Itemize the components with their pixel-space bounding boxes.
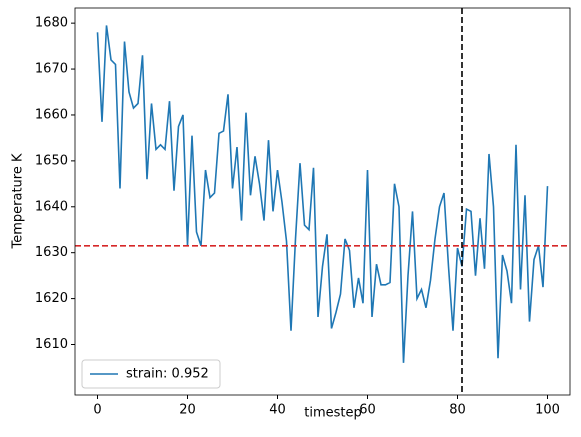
legend-label: strain: 0.952: [126, 367, 209, 382]
y-tick-label: 1630: [35, 245, 68, 260]
x-tick-label: 40: [269, 403, 286, 418]
x-tick-label: 100: [535, 403, 560, 418]
y-tick-label: 1620: [35, 291, 68, 306]
legend-box: [81, 359, 221, 389]
y-tick-label: 1660: [35, 107, 68, 122]
plot-frame: [74, 7, 571, 396]
x-tick-label: 0: [93, 403, 101, 418]
y-tick-label: 1650: [35, 153, 68, 168]
y-tick-label: 1610: [35, 337, 68, 352]
x-axis-label: timestep: [304, 406, 362, 421]
y-tick-label: 1680: [35, 16, 68, 31]
y-axis-label: Temperature K: [11, 153, 26, 249]
x-tick-label: 60: [359, 403, 376, 418]
x-tick-label: 20: [179, 403, 196, 418]
y-tick-label: 1640: [35, 199, 68, 214]
data-line: [96, 25, 549, 363]
y-tick-label: 1670: [35, 62, 68, 77]
x-tick-label: 80: [449, 403, 466, 418]
